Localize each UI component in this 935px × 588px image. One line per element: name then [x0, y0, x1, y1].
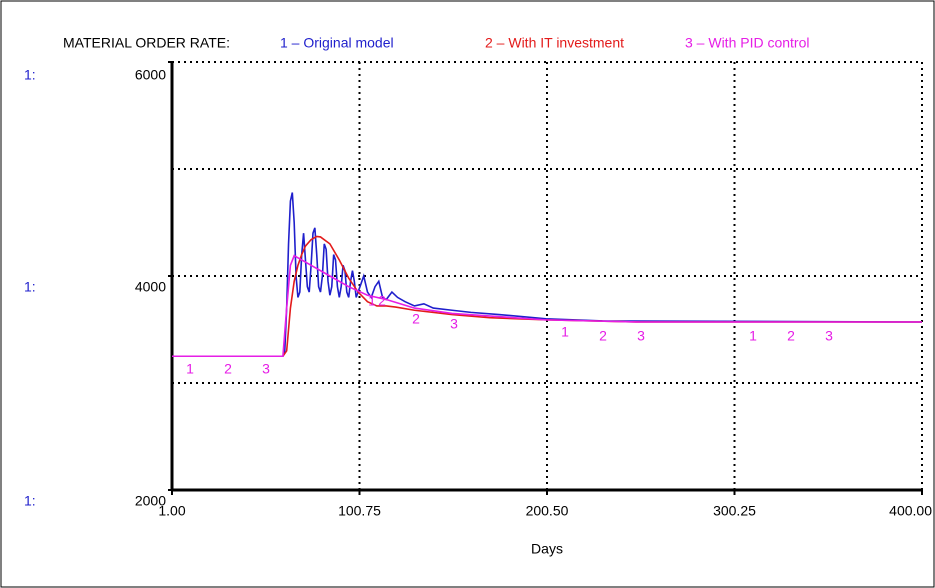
legend-entry: 1 – Original model	[280, 35, 394, 51]
curve-marker: 1	[186, 361, 194, 377]
axis-prefix: 1:	[24, 279, 36, 295]
y-tick-label: 4000	[135, 279, 166, 295]
curve-marker: 2	[599, 328, 607, 344]
curve-marker: 1	[561, 324, 569, 340]
x-tick-label: 400.00	[889, 503, 932, 519]
x-tick-label: 200.50	[526, 503, 569, 519]
axis-prefix: 1:	[24, 67, 36, 83]
curve-marker: 2	[378, 293, 386, 309]
x-tick-label: 1.00	[158, 503, 185, 519]
curve-marker: 1	[368, 293, 376, 309]
curve-marker: 3	[637, 328, 645, 344]
series-line	[172, 254, 922, 358]
x-tick-label: 100.75	[338, 503, 381, 519]
curve-marker: 2	[412, 311, 420, 327]
curve-marker: 3	[825, 328, 833, 344]
curve-marker: 3	[262, 361, 270, 377]
x-axis-label: Days	[531, 541, 563, 557]
series-line	[172, 192, 923, 358]
axis-prefix: 1:	[24, 493, 36, 509]
curve-marker: 2	[224, 361, 232, 377]
series-line	[172, 235, 922, 358]
y-tick-label: 2000	[135, 493, 166, 509]
legend-entry: 2 – With IT investment	[485, 35, 624, 51]
x-tick-label: 300.25	[713, 503, 756, 519]
curve-marker: 1	[749, 328, 757, 344]
y-tick-label: 6000	[135, 67, 166, 83]
curve-marker: 3	[450, 316, 458, 332]
curve-marker: 2	[787, 328, 795, 344]
chart-title: MATERIAL ORDER RATE:	[63, 35, 230, 51]
legend-entry: 3 – With PID control	[685, 35, 810, 51]
